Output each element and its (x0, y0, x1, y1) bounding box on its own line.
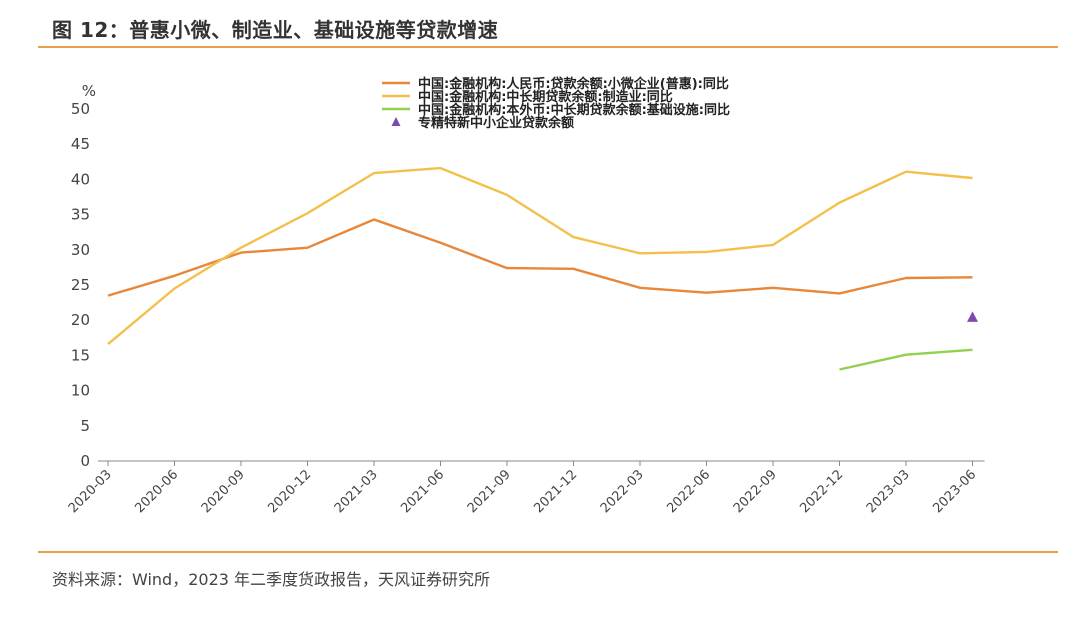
bottom-divider (38, 551, 1058, 553)
y-tick-label: 10 (71, 382, 90, 400)
y-tick-label: 35 (71, 206, 90, 224)
series-marker-3 (967, 311, 978, 322)
x-tick-label: 2022-03 (598, 467, 647, 516)
x-tick-label: 2020-12 (265, 467, 314, 516)
top-divider (38, 46, 1058, 48)
chart-axes: % 0 5 10 15 20 25 30 35 40 45 50 2020-03 2020-06 2020-… (66, 82, 985, 516)
y-tick-label: 0 (80, 452, 90, 470)
x-tick-label: 2021-03 (332, 467, 381, 516)
x-tick-label: 2020-09 (199, 467, 248, 516)
x-tick-label: 2022-06 (664, 467, 713, 516)
series-line-0 (107, 218, 973, 297)
x-tick-label: 2021-06 (398, 467, 447, 516)
x-tick-label: 2020-06 (132, 467, 181, 516)
y-tick-label: 30 (71, 241, 90, 259)
x-tick-label: 2021-12 (531, 467, 580, 516)
series-line-2 (839, 348, 973, 371)
y-tick-label: 50 (71, 100, 90, 118)
figure-title: 图 12：普惠小微、制造业、基础设施等贷款增速 (52, 18, 499, 42)
legend-symbol (391, 117, 401, 126)
y-tick-label: 40 (71, 170, 90, 188)
legend-label: 中国:金融机构:中长期贷款余额:制造业:同比 (418, 89, 673, 105)
y-tick-label: 15 (71, 346, 90, 364)
y-tick-label: 5 (80, 417, 90, 435)
chart-series (107, 166, 978, 371)
legend-label: 中国:金融机构:本外币:中长期贷款余额:基础设施:同比 (418, 102, 730, 118)
source-note: 资料来源：Wind，2023 年二季度货政报告，天风证券研究所 (52, 570, 491, 589)
y-tick-label: 20 (71, 311, 90, 329)
legend-label: 中国:金融机构:人民币:贷款余额:小微企业(普惠):同比 (418, 76, 729, 92)
x-tick-label: 2020-03 (66, 467, 115, 516)
legend-label: 专精特新中小企业贷款余额 (418, 115, 574, 131)
series-line-1 (107, 166, 973, 346)
x-tick-label: 2023-06 (930, 467, 979, 516)
x-tick-label: 2022-09 (731, 467, 780, 516)
x-tick-label: 2022-12 (797, 467, 846, 516)
x-tick-label: 2023-03 (864, 467, 913, 516)
chart-legend: 中国:金融机构:人民币:贷款余额:小微企业(普惠):同比中国:金融机构:中长期贷… (382, 76, 730, 131)
y-tick-label: 25 (71, 276, 90, 294)
y-axis-unit: % (82, 82, 96, 100)
y-tick-label: 45 (71, 135, 90, 153)
x-tick-label: 2021-09 (465, 467, 514, 516)
